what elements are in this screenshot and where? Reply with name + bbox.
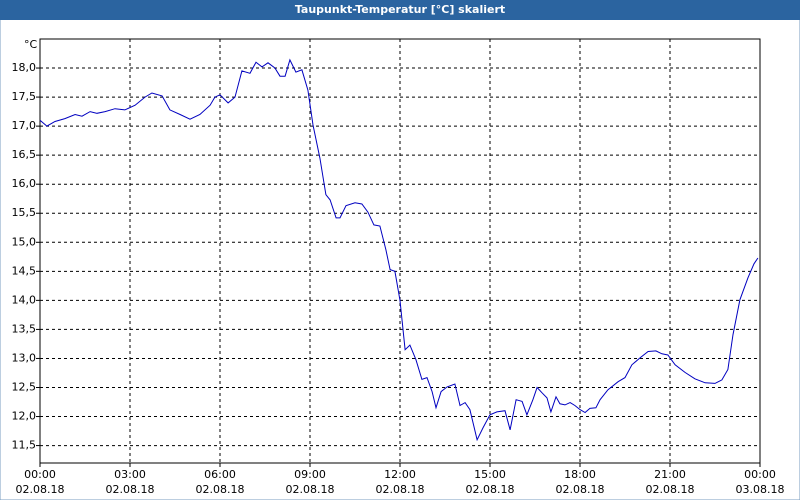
x-tick-label: 09:00 xyxy=(294,468,326,481)
y-tick-label: 17,5 xyxy=(12,90,37,103)
x-tick-date: 02.08.18 xyxy=(16,483,65,496)
x-tick-date: 02.08.18 xyxy=(466,483,515,496)
x-tick-date: 02.08.18 xyxy=(646,483,695,496)
x-tick-label: 00:00 xyxy=(24,468,56,481)
x-tick-label: 15:00 xyxy=(474,468,506,481)
y-unit: °C xyxy=(24,38,38,51)
title-bar xyxy=(0,0,800,20)
x-tick-date: 02.08.18 xyxy=(196,483,245,496)
y-tick-label: 15,5 xyxy=(12,206,37,219)
x-tick-date: 02.08.18 xyxy=(376,483,425,496)
x-tick-date: 02.08.18 xyxy=(286,483,335,496)
y-tick-label: 15,0 xyxy=(12,235,37,248)
chart-title: Taupunkt-Temperatur [°C] skaliert xyxy=(295,3,505,16)
y-tick-label: 12,5 xyxy=(12,380,37,393)
x-tick-label: 00:00 xyxy=(744,468,776,481)
y-tick-label: 14,0 xyxy=(12,293,37,306)
y-tick-label: 14,5 xyxy=(12,264,37,277)
x-tick-label: 18:00 xyxy=(564,468,596,481)
x-tick-label: 12:00 xyxy=(384,468,416,481)
x-tick-label: 21:00 xyxy=(654,468,686,481)
y-tick-label: 13,0 xyxy=(12,351,37,364)
x-tick-date: 02.08.18 xyxy=(106,483,155,496)
x-tick-label: 06:00 xyxy=(204,468,236,481)
y-tick-label: 13,5 xyxy=(12,322,37,335)
y-tick-label: 16,5 xyxy=(12,148,37,161)
x-tick-date: 03.08.18 xyxy=(736,483,785,496)
data-line xyxy=(39,58,759,442)
y-tick-label: 18,0 xyxy=(12,61,37,74)
y-tick-label: 17,0 xyxy=(12,119,37,132)
y-tick-label: 16,0 xyxy=(12,177,37,190)
x-tick-label: 03:00 xyxy=(114,468,146,481)
y-tick-label: 11,5 xyxy=(12,439,37,452)
x-tick-date: 02.08.18 xyxy=(556,483,605,496)
y-tick-label: 12,0 xyxy=(12,410,37,423)
